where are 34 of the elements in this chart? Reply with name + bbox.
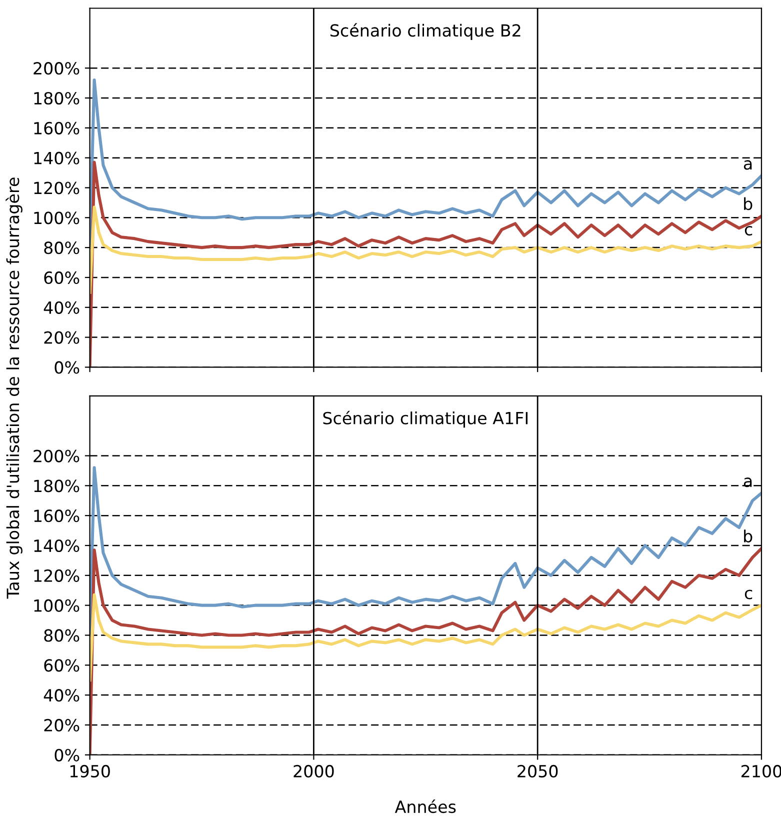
series-label: b: [744, 530, 752, 542]
y-tick-label: 0%: [54, 748, 80, 762]
y-tick-label: 200%: [34, 450, 80, 462]
y-tick-label: 100%: [34, 599, 80, 612]
series-label: b: [744, 197, 752, 210]
y-tick-label: 180%: [34, 480, 80, 492]
y-tick-label: 160%: [34, 122, 80, 134]
series-label: c: [744, 226, 752, 236]
y-tick-label: 20%: [44, 718, 80, 732]
y-tick-label: 40%: [44, 689, 80, 702]
y-tick-label: 140%: [34, 539, 80, 552]
y-tick-label: 120%: [34, 182, 80, 194]
series-label: c: [744, 590, 752, 600]
y-tick-label: 120%: [34, 569, 80, 582]
y-tick-label: 140%: [34, 152, 80, 164]
x-tick-label: 2000: [294, 764, 334, 778]
series-label: a: [744, 160, 752, 170]
y-tick-label: 80%: [44, 629, 80, 642]
y-tick-label: 200%: [34, 62, 80, 75]
y-tick-label: 0%: [54, 361, 80, 374]
y-tick-label: 180%: [34, 92, 80, 105]
x-axis-title: Années: [394, 800, 456, 814]
text: Scénario climatique B2: [330, 23, 520, 40]
y-tick-label: 80%: [44, 242, 80, 254]
y-tick-label: 20%: [44, 331, 80, 344]
text: Scénario climatique A1FI: [323, 410, 528, 428]
x-tick-label: 1950: [70, 764, 110, 778]
y-tick-label: 60%: [44, 271, 80, 284]
y-axis-title: Taux global d'utilisation de la ressource fourragère: [6, 178, 22, 599]
y-tick-label: 60%: [44, 659, 80, 672]
x-tick-label: 2050: [518, 764, 558, 778]
y-tick-label: 40%: [44, 301, 80, 314]
y-tick-label: 100%: [34, 212, 80, 224]
y-tick-label: 160%: [34, 510, 80, 522]
